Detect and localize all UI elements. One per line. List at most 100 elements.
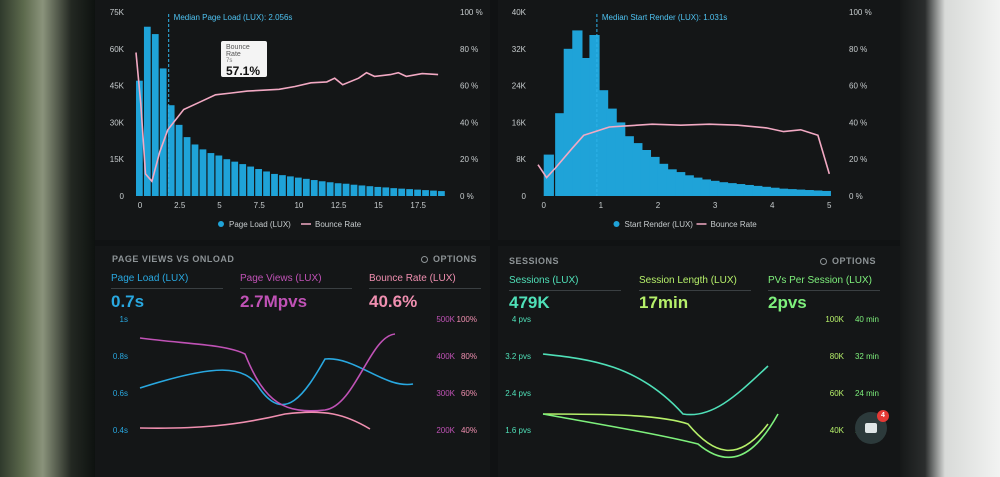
histogram-bar [795, 189, 806, 196]
histogram-bar [632, 143, 643, 196]
x-tick-label: 2.5 [174, 201, 186, 210]
options-icon [820, 258, 827, 266]
x-tick-label: 17.5 [410, 201, 426, 210]
histogram-bar [666, 169, 677, 196]
options-label: OPTIONS [832, 256, 877, 266]
options-label: OPTIONS [433, 254, 478, 264]
histogram-bar [555, 113, 566, 196]
y-tick-label: 15K [110, 155, 125, 164]
histogram-bar [812, 190, 823, 196]
y2-tick-label: 0 % [460, 192, 474, 201]
y-tick-label: 75K [110, 8, 125, 17]
page-views-metric-value: 2.7Mpvs [240, 292, 308, 311]
bounce-rate-line [135, 52, 439, 183]
histogram-bar [326, 182, 334, 196]
y2-tick-label: 80 % [849, 45, 867, 54]
y-right-tick: 40% [461, 426, 477, 435]
histogram-bar [649, 156, 660, 196]
trend-line [139, 333, 396, 412]
legend-bar-marker [218, 221, 224, 227]
histogram-bar [777, 188, 789, 196]
histogram-bar [390, 188, 398, 196]
x-tick-label: 10 [294, 201, 303, 210]
histogram-bar [398, 188, 406, 196]
y-mid-tick: 100K [825, 315, 844, 324]
histogram-bar [334, 183, 342, 196]
y-mid-tick: 300K [436, 389, 455, 398]
x-tick-label: 12.5 [331, 201, 347, 210]
sessions-title: SESSIONS [509, 256, 560, 266]
y-left-tick: 3.2 pvs [505, 352, 531, 361]
sessions-panel: SESSIONS OPTIONS Sessions (LUX) 479K Ses… [498, 246, 900, 477]
histogram-bar [382, 187, 390, 196]
trend-line [139, 411, 371, 430]
histogram-bar [675, 172, 686, 196]
histogram-bar [786, 189, 797, 196]
histogram-bar [820, 190, 831, 196]
y2-tick-label: 20 % [460, 155, 478, 164]
histogram-bar [366, 186, 374, 196]
histogram-bar [580, 58, 592, 196]
y-tick-label: 0 [120, 192, 125, 201]
histogram-bar [302, 178, 310, 196]
x-tick-label: 1 [599, 201, 604, 210]
histogram-bar [589, 35, 600, 196]
histogram-bar [414, 189, 421, 196]
y2-tick-label: 20 % [849, 155, 867, 164]
sessions-metric-value: 479K [509, 293, 550, 312]
y-tick-label: 60K [110, 45, 125, 54]
background-plant [0, 0, 95, 477]
y-right-tick: 80% [461, 352, 477, 361]
y-left-tick: 0.8s [113, 352, 128, 361]
sessions-options-button[interactable]: OPTIONS [820, 256, 876, 266]
x-tick-label: 0 [138, 201, 143, 210]
histogram-bar [191, 144, 199, 196]
histogram-bar [709, 180, 720, 196]
bounce-rate-line [537, 123, 831, 179]
histogram-bar [310, 180, 318, 196]
page-views-title: PAGE VIEWS VS ONLOAD [112, 254, 235, 264]
y-right-tick: 100% [457, 315, 477, 324]
legend-label: Bounce Rate [711, 220, 758, 229]
histogram-bar [183, 137, 191, 196]
chat-icon [865, 423, 877, 433]
histogram-bar [374, 186, 382, 196]
histogram-bar [318, 181, 326, 196]
histogram-bar [358, 185, 366, 196]
histogram-bar [263, 171, 270, 196]
chat-notification-badge: 4 [877, 410, 889, 422]
page-views-panel: PAGE VIEWS VS ONLOAD OPTIONS Page Load (… [95, 246, 490, 477]
histogram-bar [143, 26, 151, 196]
histogram-bar [207, 153, 215, 196]
sessions-metric-label: Sessions (LUX) [509, 275, 579, 286]
histogram-bar [255, 169, 262, 196]
x-tick-label: 15 [374, 201, 383, 210]
x-tick-label: 5 [827, 201, 832, 210]
y-mid-tick: 400K [436, 352, 455, 361]
page-views-options-button[interactable]: OPTIONS [421, 254, 477, 264]
histogram-bar [769, 187, 780, 196]
y2-tick-label: 0 % [849, 192, 863, 201]
median-label: Median Start Render (LUX): 1.031s [602, 13, 727, 22]
histogram-bar [167, 105, 175, 196]
y-tick-label: 40K [512, 8, 527, 17]
y-tick-label: 0 [522, 192, 527, 201]
histogram-bar [136, 80, 143, 196]
bounce-rate-metric-value: 40.6% [369, 292, 418, 311]
histogram-bar [223, 159, 231, 196]
y-right-tick: 60% [461, 389, 477, 398]
histogram-bar [572, 30, 583, 197]
page-load-histogram: 75K 60K 45K 30K 15K 0 100 % 80 % 60 % 40 % 20 % 0 %… [110, 8, 483, 229]
y-left-tick: 1.6 pvs [505, 426, 531, 435]
trend-line [542, 413, 779, 459]
histogram-bar [743, 184, 754, 196]
histogram-bar [683, 175, 694, 196]
metric-divider [768, 290, 880, 291]
histogram-bar [430, 190, 437, 196]
histogram-bar [199, 149, 207, 196]
metric-divider [369, 288, 481, 289]
legend-label: Bounce Rate [315, 220, 362, 229]
legend-label: Start Render (LUX) [625, 220, 694, 229]
histogram-bar [615, 122, 626, 196]
histogram-bar [350, 184, 358, 196]
